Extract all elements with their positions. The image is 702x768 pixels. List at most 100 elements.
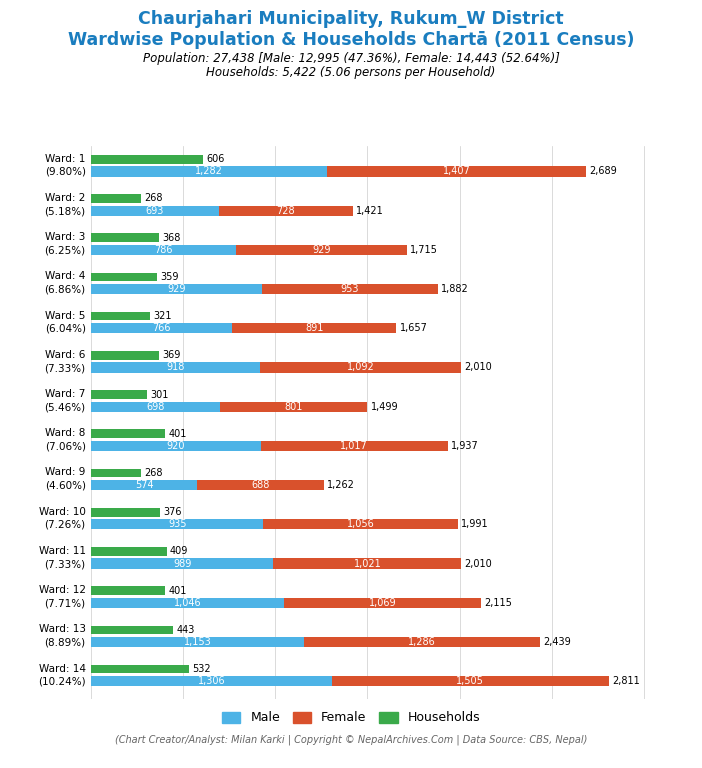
Text: 1,069: 1,069 — [369, 598, 396, 607]
Text: 728: 728 — [277, 206, 296, 216]
Text: 1,286: 1,286 — [408, 637, 436, 647]
Text: 1,715: 1,715 — [411, 245, 438, 255]
Bar — [91, 362, 260, 372]
Text: 698: 698 — [146, 402, 165, 412]
Text: 801: 801 — [284, 402, 303, 412]
Bar — [91, 273, 157, 281]
Bar — [91, 233, 159, 242]
Text: 1,262: 1,262 — [327, 480, 355, 490]
Text: 2,010: 2,010 — [465, 558, 492, 568]
Text: 574: 574 — [135, 480, 154, 490]
Text: 953: 953 — [340, 284, 359, 294]
Text: 1,882: 1,882 — [441, 284, 469, 294]
Text: 2,811: 2,811 — [612, 677, 640, 687]
Bar — [91, 312, 150, 320]
Bar — [263, 284, 438, 294]
Text: 1,092: 1,092 — [347, 362, 375, 372]
Bar — [236, 245, 407, 255]
Bar — [91, 323, 232, 333]
Text: 532: 532 — [192, 664, 211, 674]
Text: 1,421: 1,421 — [356, 206, 384, 216]
Text: 443: 443 — [176, 625, 194, 635]
Text: 1,153: 1,153 — [183, 637, 211, 647]
Text: 1,407: 1,407 — [443, 167, 471, 177]
Bar — [91, 558, 273, 568]
Bar — [91, 441, 260, 451]
Text: 1,937: 1,937 — [451, 441, 479, 451]
Text: 786: 786 — [154, 245, 173, 255]
Text: Households: 5,422 (5.06 persons per Household): Households: 5,422 (5.06 persons per Hous… — [206, 66, 496, 79]
Text: 1,991: 1,991 — [461, 519, 489, 529]
Text: 2,115: 2,115 — [484, 598, 512, 607]
Text: 1,505: 1,505 — [456, 677, 484, 687]
Text: 1,306: 1,306 — [198, 677, 225, 687]
Text: Chaurjahari Municipality, Rukum_W District: Chaurjahari Municipality, Rukum_W Distri… — [138, 10, 564, 28]
Bar — [263, 519, 458, 529]
Bar — [219, 206, 353, 216]
Text: 401: 401 — [168, 429, 187, 439]
Text: 268: 268 — [144, 468, 162, 478]
Bar — [284, 598, 481, 608]
Bar — [91, 665, 190, 674]
Bar — [91, 194, 140, 203]
Legend: Male, Female, Households: Male, Female, Households — [216, 707, 486, 730]
Bar — [91, 429, 165, 438]
Text: 359: 359 — [161, 272, 179, 282]
Bar — [260, 362, 461, 372]
Text: 2,439: 2,439 — [543, 637, 571, 647]
Text: 1,657: 1,657 — [399, 323, 428, 333]
Bar — [91, 284, 263, 294]
Bar — [91, 245, 236, 255]
Bar — [91, 390, 147, 399]
Text: Population: 27,438 [Male: 12,995 (47.36%), Female: 14,443 (52.64%)]: Population: 27,438 [Male: 12,995 (47.36%… — [143, 52, 559, 65]
Text: 301: 301 — [150, 389, 168, 399]
Bar — [232, 323, 397, 333]
Bar — [260, 441, 448, 451]
Bar — [91, 586, 165, 595]
Text: 891: 891 — [305, 323, 324, 333]
Bar — [91, 508, 161, 517]
Text: 929: 929 — [312, 245, 331, 255]
Text: Wardwise Population & Households Chartā (2011 Census): Wardwise Population & Households Chartā … — [68, 31, 634, 48]
Text: 376: 376 — [164, 507, 183, 517]
Text: 1,282: 1,282 — [195, 167, 223, 177]
Text: 268: 268 — [144, 194, 162, 204]
Text: 1,499: 1,499 — [371, 402, 398, 412]
Text: (Chart Creator/Analyst: Milan Karki | Copyright © NepalArchives.Com | Data Sourc: (Chart Creator/Analyst: Milan Karki | Co… — [115, 734, 587, 745]
Text: 368: 368 — [162, 233, 180, 243]
Bar — [91, 167, 327, 177]
Text: 2,010: 2,010 — [465, 362, 492, 372]
Text: 918: 918 — [166, 362, 185, 372]
Text: 920: 920 — [166, 441, 185, 451]
Bar — [91, 519, 263, 529]
Text: 409: 409 — [170, 546, 188, 557]
Text: 1,046: 1,046 — [174, 598, 201, 607]
Text: 1,056: 1,056 — [347, 519, 375, 529]
Text: 688: 688 — [251, 480, 270, 490]
Bar — [220, 402, 367, 412]
Text: 2,689: 2,689 — [590, 167, 618, 177]
Text: 606: 606 — [206, 154, 225, 164]
Bar — [197, 480, 324, 490]
Bar — [91, 637, 303, 647]
Text: 1,021: 1,021 — [354, 558, 381, 568]
Bar — [91, 206, 219, 216]
Bar — [332, 676, 609, 687]
Bar — [91, 676, 332, 687]
Bar — [91, 598, 284, 608]
Text: 935: 935 — [168, 519, 187, 529]
Text: 401: 401 — [168, 586, 187, 596]
Bar — [303, 637, 541, 647]
Bar — [273, 558, 461, 568]
Bar — [91, 468, 140, 477]
Bar — [91, 547, 166, 556]
Text: 989: 989 — [173, 558, 192, 568]
Text: 766: 766 — [152, 323, 171, 333]
Bar — [91, 351, 159, 359]
Bar — [91, 402, 220, 412]
Bar — [91, 155, 203, 164]
Text: 321: 321 — [154, 311, 172, 321]
Text: 1,017: 1,017 — [340, 441, 368, 451]
Text: 369: 369 — [163, 350, 181, 360]
Text: 693: 693 — [146, 206, 164, 216]
